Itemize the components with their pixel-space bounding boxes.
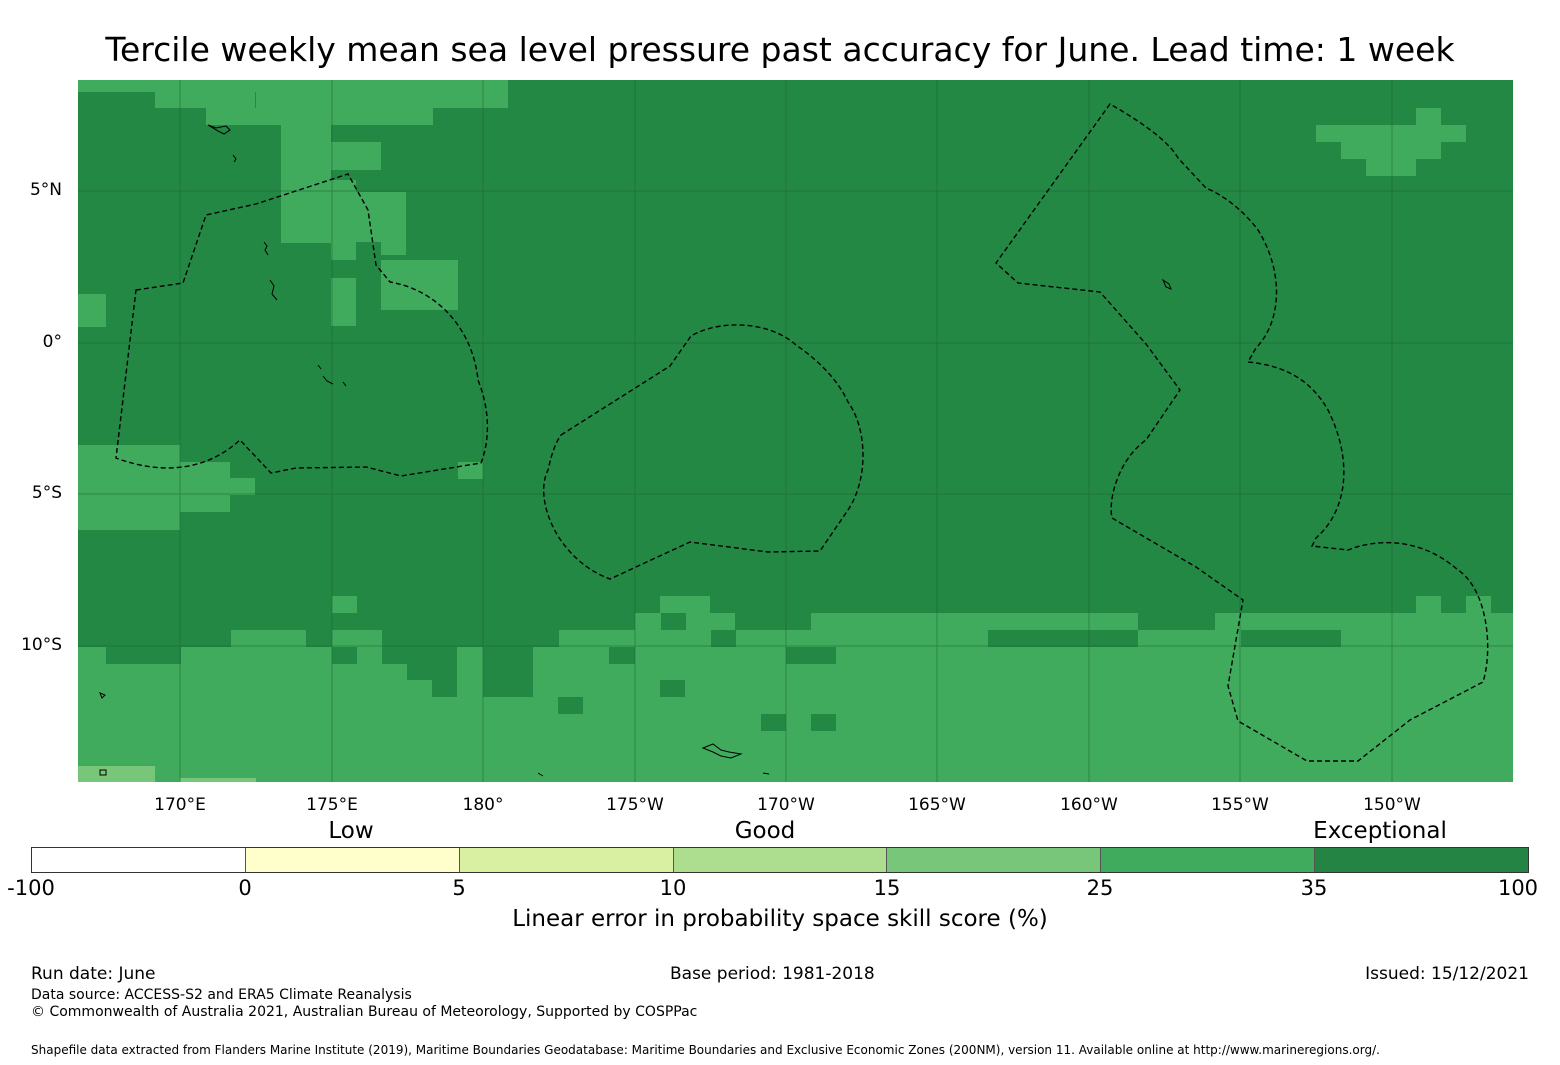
map-canvas <box>78 80 1513 782</box>
lon-label-175e: 175°E <box>306 795 358 815</box>
graticule <box>78 80 1513 782</box>
lon-label-165w: 165°W <box>908 795 966 815</box>
lon-label-155w: 155°W <box>1211 795 1269 815</box>
lon-label-170e: 170°E <box>154 795 206 815</box>
colorbar-segment <box>1101 848 1316 872</box>
lon-label-170w: 170°W <box>757 795 815 815</box>
map-title: Tercile weekly mean sea level pressure p… <box>105 30 1455 69</box>
exceptional-skill-patches <box>106 613 1341 731</box>
lon-label-160w: 160°W <box>1060 795 1118 815</box>
data-source: Data source: ACCESS-S2 and ERA5 Climate … <box>31 987 412 1003</box>
colorbar-tick: 5 <box>452 876 466 900</box>
base-period: Base period: 1981-2018 <box>670 964 875 984</box>
colorbar-segment <box>32 848 246 872</box>
lat-label-5s: 5°S <box>31 483 62 503</box>
colorbar-tick: 100 <box>1497 876 1539 900</box>
colorbar-tick: -100 <box>7 876 55 900</box>
run-date: Run date: June <box>31 964 156 984</box>
shapefile-credit: Shapefile data extracted from Flanders M… <box>31 1043 1380 1057</box>
colorbar-tick: 25 <box>1086 876 1114 900</box>
category-label-low: Low <box>328 818 374 844</box>
colorbar-segment <box>673 848 888 872</box>
colorbar-label: Linear error in probability space skill … <box>512 906 1048 932</box>
colorbar-tick: 10 <box>659 876 687 900</box>
lat-label-equator: 0° <box>42 332 62 352</box>
skill-score-map <box>78 80 1513 782</box>
lat-label-10s: 10°S <box>21 635 62 655</box>
lon-label-150w: 150°W <box>1363 795 1421 815</box>
colorbar-tick: 35 <box>1300 876 1328 900</box>
colorbar-tick: 0 <box>238 876 252 900</box>
issued-date: Issued: 15/12/2021 <box>1365 964 1529 984</box>
medium-skill-patches <box>78 766 256 782</box>
colorbar-segment <box>1315 848 1529 872</box>
eez-boundaries <box>115 103 1489 762</box>
copyright: © Commonwealth of Australia 2021, Austra… <box>31 1004 698 1020</box>
lon-label-180: 180° <box>462 795 504 815</box>
colorbar <box>31 847 1529 873</box>
lon-label-175w: 175°W <box>606 795 664 815</box>
category-label-exceptional: Exceptional <box>1313 818 1447 844</box>
high-skill-regions <box>78 80 1513 782</box>
colorbar-segment <box>245 848 460 872</box>
colorbar-segment <box>887 848 1102 872</box>
colorbar-segment <box>459 848 674 872</box>
coastlines <box>99 124 1172 777</box>
category-label-good: Good <box>734 818 796 844</box>
lat-label-5n: 5°N <box>29 180 62 200</box>
colorbar-tick: 15 <box>873 876 901 900</box>
